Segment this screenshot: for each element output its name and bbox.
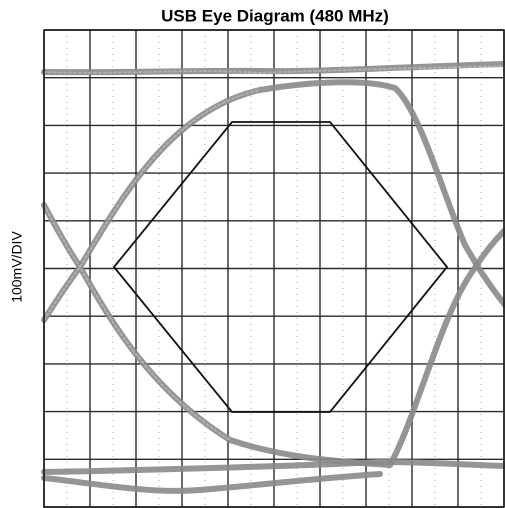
grid [44,30,504,507]
eye-mask [114,122,447,412]
y-label: 100mV/DIV [9,231,25,303]
title: USB Eye Diagram (480 MHz) [161,6,389,25]
trace-low-sag [44,474,380,491]
page: USB Eye Diagram (480 MHz) 100mV/DIV (() … [0,0,505,508]
eye-diagram: USB Eye Diagram (480 MHz) 100mV/DIV [0,0,505,508]
